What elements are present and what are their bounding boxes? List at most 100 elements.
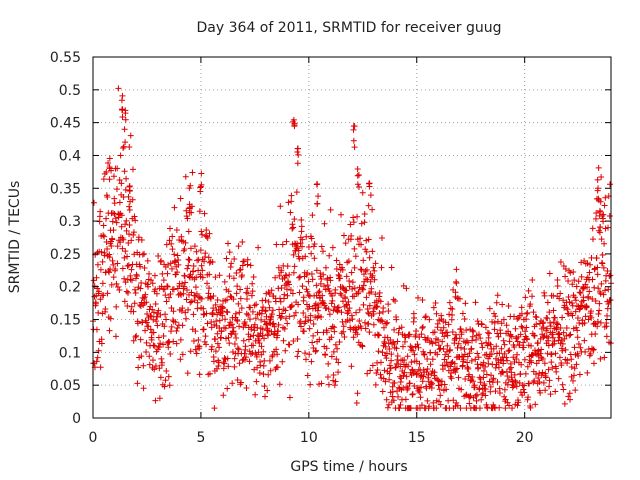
data-point	[242, 356, 249, 363]
data-point	[348, 363, 355, 370]
data-point	[571, 277, 578, 284]
data-point	[185, 228, 192, 235]
data-point	[517, 370, 524, 377]
data-point	[143, 348, 150, 355]
data-point	[597, 290, 604, 297]
data-point	[354, 331, 361, 338]
data-point	[122, 116, 129, 123]
data-point	[315, 304, 322, 311]
x-tick-label: 15	[408, 430, 426, 446]
data-point	[97, 208, 104, 215]
data-point	[210, 305, 217, 312]
data-point	[197, 183, 204, 190]
y-tick-label: 0.1	[59, 345, 81, 361]
data-point	[247, 262, 254, 269]
data-point	[151, 342, 158, 349]
data-point	[353, 399, 360, 406]
data-point	[90, 277, 97, 284]
data-point	[159, 270, 166, 277]
data-point	[547, 391, 554, 398]
data-point	[384, 404, 391, 411]
data-point	[281, 291, 288, 298]
data-point	[206, 271, 213, 278]
data-point	[154, 322, 161, 329]
data-point	[311, 241, 318, 248]
data-point	[600, 264, 607, 271]
data-point	[371, 276, 378, 283]
data-point	[220, 392, 227, 399]
x-tick-label: 0	[89, 430, 98, 446]
data-point	[385, 301, 392, 308]
data-point	[158, 257, 165, 264]
data-point	[198, 170, 205, 177]
data-point	[157, 340, 164, 347]
data-point	[594, 271, 601, 278]
data-point	[545, 366, 552, 373]
data-point	[385, 308, 392, 315]
data-point	[386, 376, 393, 383]
data-point	[353, 309, 360, 316]
data-point	[100, 222, 107, 229]
plot-frame	[92, 56, 612, 419]
data-point	[388, 264, 395, 271]
data-point	[440, 324, 447, 331]
data-point	[260, 304, 267, 311]
data-point	[362, 325, 369, 332]
data-point	[345, 298, 352, 305]
data-point	[283, 286, 290, 293]
data-point	[258, 351, 265, 358]
data-point	[152, 301, 159, 308]
data-point	[168, 305, 175, 312]
data-point	[350, 334, 357, 341]
data-point	[405, 363, 412, 370]
data-point	[367, 367, 374, 374]
data-point	[499, 369, 506, 376]
data-point	[291, 123, 298, 130]
data-point	[569, 299, 576, 306]
data-point	[444, 332, 451, 339]
data-point	[296, 289, 303, 296]
data-point	[389, 388, 396, 395]
data-point	[118, 180, 125, 187]
data-point	[573, 303, 580, 310]
data-point	[496, 390, 503, 397]
data-point	[295, 301, 302, 308]
data-point	[364, 370, 371, 377]
data-point	[329, 297, 336, 304]
data-point	[319, 299, 326, 306]
data-point	[170, 286, 177, 293]
data-point	[540, 319, 547, 326]
data-point	[499, 301, 506, 308]
y-tick-label: 0.15	[50, 313, 81, 329]
data-point	[224, 355, 231, 362]
data-point	[288, 198, 295, 205]
data-point	[494, 318, 501, 325]
data-point	[132, 289, 139, 296]
data-point	[530, 309, 537, 316]
data-point	[252, 315, 259, 322]
data-point	[529, 276, 536, 283]
data-point	[392, 298, 399, 305]
y-tick-label: 0.45	[50, 116, 81, 132]
data-point	[384, 319, 391, 326]
data-point	[301, 350, 308, 357]
data-point	[375, 348, 382, 355]
data-point	[264, 325, 271, 332]
data-point	[101, 233, 108, 240]
data-point	[177, 195, 184, 202]
data-point	[126, 143, 133, 150]
data-point	[369, 272, 376, 279]
data-point	[343, 287, 350, 294]
data-point	[156, 344, 163, 351]
data-point	[572, 297, 579, 304]
data-point	[594, 264, 601, 271]
data-point	[284, 320, 291, 327]
data-point	[506, 338, 513, 345]
data-point	[133, 332, 140, 339]
data-point	[192, 346, 199, 353]
x-tick-label: 20	[516, 430, 534, 446]
data-point	[208, 319, 215, 326]
data-point	[307, 381, 314, 388]
data-point	[109, 257, 116, 264]
data-point	[430, 399, 437, 406]
